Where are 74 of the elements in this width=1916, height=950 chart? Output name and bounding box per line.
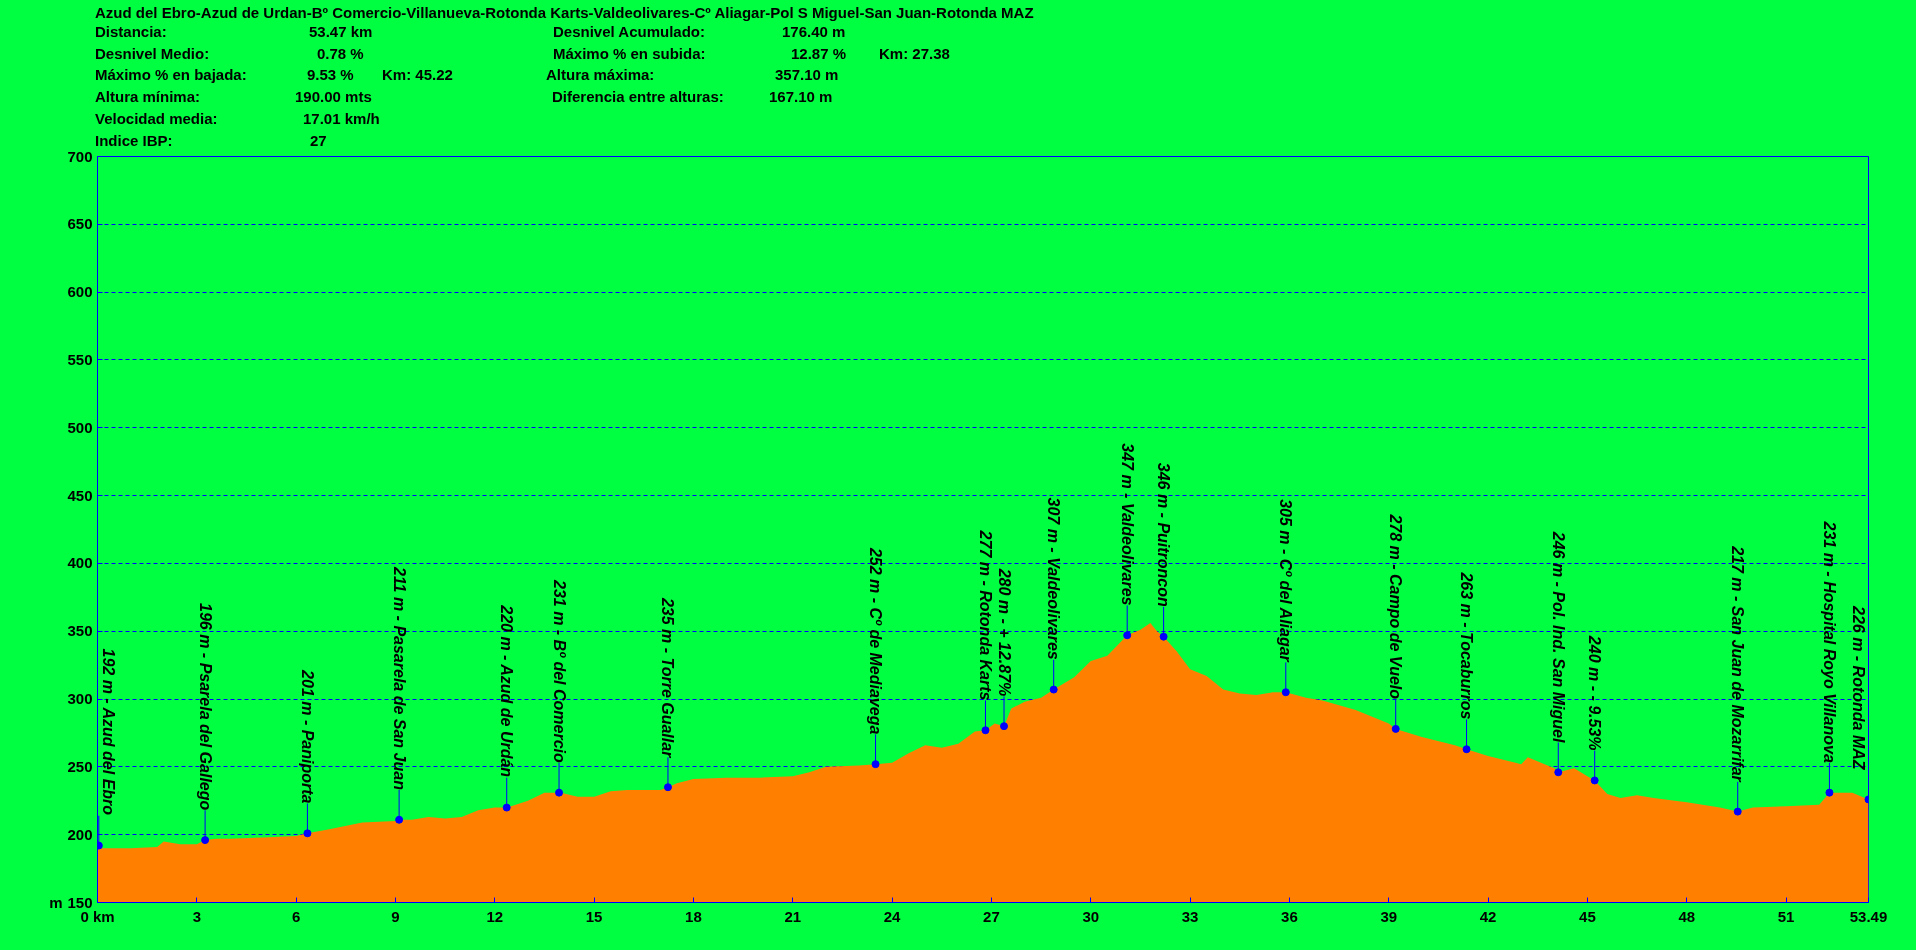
y-tick-label: 700 [67,147,93,165]
annotation: 196 m - Psarela del Gallego [196,603,214,811]
text: Diferencia entre alturas: [552,87,724,107]
y-tick-label: 650 [67,215,93,233]
x-tick-label: 18 [685,907,702,925]
text: Altura máxima: [546,65,655,85]
text: Velocidad media: [95,109,218,129]
annotation: 231 m - Bº del Comercio [550,579,568,764]
annotation: 263 m - Tocaburros [1458,571,1476,720]
annotation: 307 m - Valdeolivares [1045,497,1063,660]
text: Km: 27.38 [879,44,950,64]
annotation: 252 m - Cº de Mediavega [867,546,885,735]
y-tick-label: 200 [67,825,93,843]
y-tick-label: 500 [67,418,93,436]
x-tick-label: 6 [291,907,301,925]
text: Indice IBP: [95,131,173,151]
y-tick-label: 300 [67,690,93,708]
annotation: 220 m - Azud de Urdán [498,604,516,778]
text: 190.00 mts [295,87,372,107]
text: Máximo % en subida: [553,44,706,64]
y-tick-label: 550 [67,350,93,368]
text: 17.01 km/h [303,109,380,129]
x-tick-label: 9 [391,907,400,925]
y-tick-label: 600 [67,283,93,301]
text: 9.53 % [307,65,354,85]
x-tick-label: 15 [585,907,603,925]
x-tick-label: 45 [1579,907,1596,925]
annotation: 217 m - San Juan de Mozarrifar [1729,545,1747,783]
x-tick-label: 36 [1281,907,1298,925]
text: 12.87 % [791,44,847,64]
annotation: 235 m - Torre Guallar [659,596,677,759]
annotation: 277 m - Rotonda Karts [976,529,994,701]
annotation: 231 m - Hospital Royo Villanova [1820,520,1838,763]
x-tick-label: 53.49 [1849,907,1888,925]
annotation: 226 m - Rotonda MAZ [1850,605,1867,771]
x-tick-label: 24 [883,907,902,925]
text: Distancia: [95,22,167,42]
annotation: 305 m - Cº del Aliagar [1277,499,1295,663]
text: 176.40 m [782,22,846,42]
y-axis-title: m [49,894,63,911]
annotation: 192 m - Azud del Ebro [100,648,118,816]
annotation: 201 m - Paniporta [298,669,316,804]
x-tick-label: 42 [1479,907,1497,925]
annotation: 211 m - Pasarela de San Juan [390,565,408,791]
annotation: 347 m - Valdeolivares [1118,443,1136,606]
annotation: 246 m - Pol. Ind. San Miguel [1549,530,1567,743]
x-tick-label: 39 [1380,907,1398,925]
x-tick-label: 3 [192,907,201,925]
x-tick-label: 51 [1777,907,1795,925]
text: 53.47 km [309,22,373,42]
y-tick-label: 350 [67,622,93,640]
x-tick-label: 21 [784,907,802,925]
x-tick-label: 33 [1181,907,1199,925]
y-tick-label: 250 [67,757,93,775]
x-tick-label: 48 [1678,907,1696,925]
text: 0.78 % [317,44,364,64]
text: Máximo % en bajada: [95,65,247,85]
text: Desnivel Medio: [95,44,210,64]
text: Altura mínima: [95,87,201,107]
text: 167.10 m [769,87,833,107]
y-tick-label: 450 [67,486,93,504]
text: Km: 45.22 [382,65,453,85]
y-tick-label: 400 [67,554,93,572]
text: 27 [310,131,327,151]
annotation: 280 m - + 12.87% [995,567,1013,697]
text: Desnivel Acumulado: [553,22,705,42]
chart-title: Azud del Ebro-Azud de Urdan-Bº Comercio-Villanueva-Rotonda Karts-Valdeolivares-Cº Aliagar-Pol S Miguel-San Juan-Rotonda MAZ [95,3,1034,23]
text: 357.10 m [775,65,839,85]
x-tick-label: 30 [1082,907,1100,925]
annotation: 240 m - - 9.53% [1586,634,1604,751]
x-tick-label: 12 [486,907,504,925]
x-tick-label: 27 [983,907,1000,925]
annotation: 278 m - Campo de Vuelo [1387,513,1405,700]
annotation: 346 m - Puitroncon [1155,462,1173,608]
